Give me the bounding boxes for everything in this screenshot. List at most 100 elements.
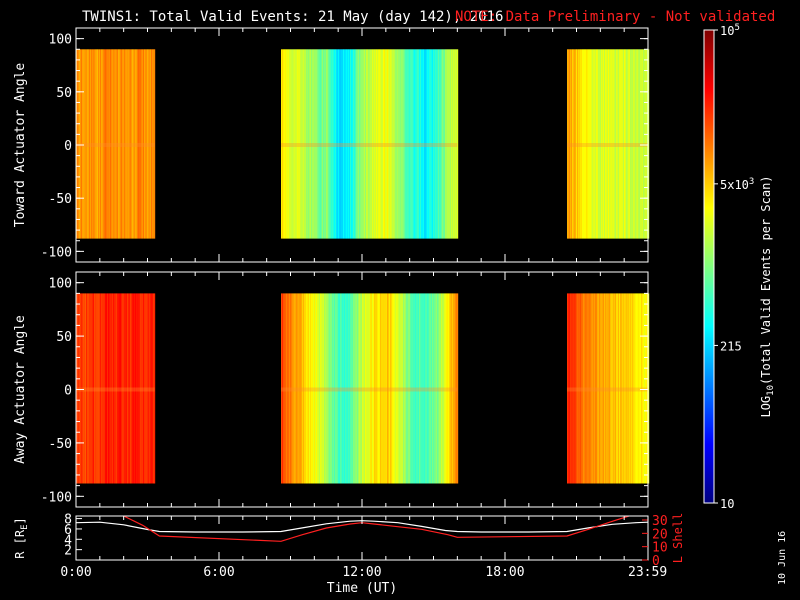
heatmap-column	[153, 49, 155, 239]
colorbar-step	[704, 490, 714, 492]
colorbar-step	[704, 470, 714, 472]
colorbar-step	[704, 272, 714, 274]
colorbar-step	[704, 113, 714, 115]
heatmap-column	[601, 293, 603, 484]
heatmap-column	[570, 49, 572, 239]
colorbar-step	[704, 444, 714, 446]
heatmap-column	[346, 293, 348, 484]
x-axis-label: Time (UT)	[327, 581, 397, 596]
heatmap-column	[123, 49, 125, 239]
colorbar-step	[704, 219, 714, 221]
heatmap-column	[454, 293, 456, 484]
heatmap-column	[334, 293, 336, 484]
colorbar-step	[704, 191, 714, 193]
heatmap-column	[88, 293, 90, 484]
colorbar-step	[704, 51, 714, 53]
colorbar-step	[704, 342, 714, 344]
y-tick-label: 100	[49, 277, 72, 292]
colorbar-step	[704, 253, 714, 255]
colorbar-step	[704, 185, 714, 187]
heatmap-column	[138, 293, 140, 484]
heatmap-column	[98, 49, 100, 239]
y-tick-label: 2	[64, 544, 72, 559]
colorbar-step	[704, 95, 714, 97]
heatmap-column	[404, 49, 406, 239]
heatmap-column	[143, 293, 145, 484]
colorbar-step	[704, 87, 714, 89]
heatmap-column	[140, 293, 142, 484]
colorbar-step	[704, 349, 714, 351]
colorbar-step	[704, 50, 714, 52]
heatmap-column	[586, 293, 588, 484]
colorbar-step	[704, 110, 714, 112]
colorbar-step	[704, 61, 714, 63]
heatmap-column	[440, 49, 442, 239]
colorbar-step	[704, 199, 714, 201]
colorbar-step	[704, 302, 714, 304]
heatmap-column	[371, 49, 373, 239]
colorbar-step	[704, 460, 714, 462]
colorbar-step	[704, 341, 714, 343]
heatmap-column	[124, 293, 126, 484]
heatmap-column	[452, 49, 454, 239]
heatmap-column	[569, 293, 571, 484]
heatmap-column	[126, 293, 128, 484]
heatmap-column	[102, 293, 104, 484]
heatmap-column	[298, 49, 300, 239]
colorbar-step	[704, 348, 714, 350]
heatmap-column	[622, 49, 624, 239]
colorbar-step	[704, 202, 714, 204]
zero-angle-band	[280, 143, 458, 147]
heatmap-column	[293, 49, 295, 239]
heatmap-column	[384, 49, 386, 239]
heatmap-column	[112, 293, 114, 484]
heatmap-column	[446, 49, 448, 239]
date-stamp: 10 Jun 16	[777, 531, 788, 585]
heatmap-column	[134, 49, 136, 239]
colorbar-step	[704, 45, 714, 47]
heatmap-column	[301, 293, 303, 484]
heatmap-column	[152, 293, 154, 484]
colorbar-step	[704, 106, 714, 108]
heatmap-column	[305, 293, 307, 484]
heatmap-column	[307, 49, 309, 239]
heatmap-column	[606, 293, 608, 484]
heatmap-column	[372, 293, 374, 484]
y-tick-label: -100	[41, 490, 72, 505]
colorbar-step	[704, 241, 714, 243]
heatmap-column	[121, 49, 123, 239]
heatmap-column	[624, 293, 626, 484]
heatmap-column	[368, 49, 370, 239]
heatmap-column	[89, 49, 91, 239]
colorbar-step	[704, 72, 714, 74]
colorbar-step	[704, 366, 714, 368]
heatmap-column	[648, 49, 650, 239]
colorbar-step	[704, 414, 714, 416]
heatmap-column	[345, 49, 347, 239]
heatmap-column	[147, 293, 149, 484]
colorbar-step	[704, 157, 714, 159]
colorbar-step	[704, 132, 714, 134]
heatmap-column	[625, 49, 627, 239]
colorbar-step	[704, 415, 714, 417]
heatmap-column	[417, 49, 419, 239]
colorbar-step	[704, 91, 714, 93]
heatmap-column	[441, 293, 443, 484]
heatmap-column	[123, 293, 125, 484]
heatmap-column	[384, 293, 386, 484]
heatmap-column	[108, 49, 110, 239]
colorbar-step	[704, 66, 714, 68]
heatmap-column	[584, 293, 586, 484]
heatmap-column	[421, 49, 423, 239]
heatmap-column	[397, 49, 399, 239]
heatmap-column	[328, 49, 330, 239]
y-right-tick-label: 30	[652, 514, 668, 529]
heatmap-column	[91, 49, 93, 239]
heatmap-column	[365, 293, 367, 484]
heatmap-column	[605, 293, 607, 484]
colorbar-step	[704, 63, 714, 65]
heatmap-column	[584, 49, 586, 239]
heatmap-column	[98, 293, 100, 484]
colorbar-step	[704, 112, 714, 114]
colorbar-step	[704, 357, 714, 359]
